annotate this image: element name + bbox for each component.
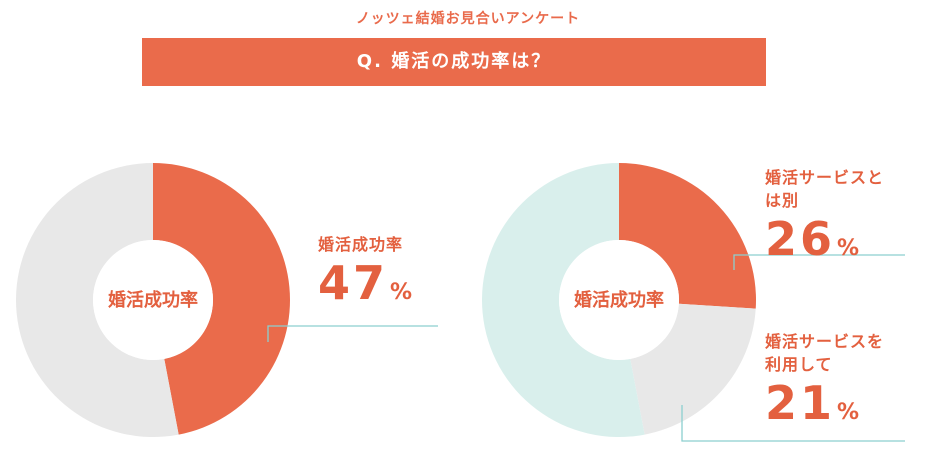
leader-line: [733, 254, 905, 270]
survey-title: ノッツェ結婚お見合いアンケート: [355, 11, 581, 27]
value-unit: %: [390, 280, 413, 305]
value-label: 26%: [765, 212, 890, 276]
value-unit: %: [837, 400, 860, 425]
annotation-label: 婚活成功率: [318, 235, 404, 254]
value-number: 21: [765, 376, 836, 430]
annotation: 婚活サービスとは別 26%: [765, 166, 890, 276]
donut-slice: [16, 163, 179, 437]
annotation-label: 婚活サービスを利用して: [765, 332, 885, 374]
donut-hole: [93, 240, 213, 360]
donut-hole: [559, 240, 679, 360]
donut-slice: [630, 303, 756, 435]
leader-line: [681, 405, 905, 442]
donut-slice: [619, 163, 756, 309]
value-unit: %: [837, 236, 860, 261]
center-label: 婚活成功率: [574, 289, 664, 311]
annotation: 婚活サービスを利用して 21%: [765, 330, 890, 440]
annotation-label: 婚活サービスとは別: [765, 168, 885, 210]
leader-line: [267, 325, 438, 342]
question-banner: Q. 婚活の成功率は？: [142, 38, 766, 86]
value-label: 21%: [765, 376, 890, 440]
annotation: 婚活成功率 47%: [318, 233, 443, 320]
center-label: 婚活成功率: [108, 289, 198, 311]
value-number: 26: [765, 212, 836, 266]
donut-slice: [153, 162, 291, 435]
value-number: 47: [318, 256, 389, 310]
donut-slice: [482, 163, 645, 437]
value-label: 47%: [318, 256, 443, 320]
